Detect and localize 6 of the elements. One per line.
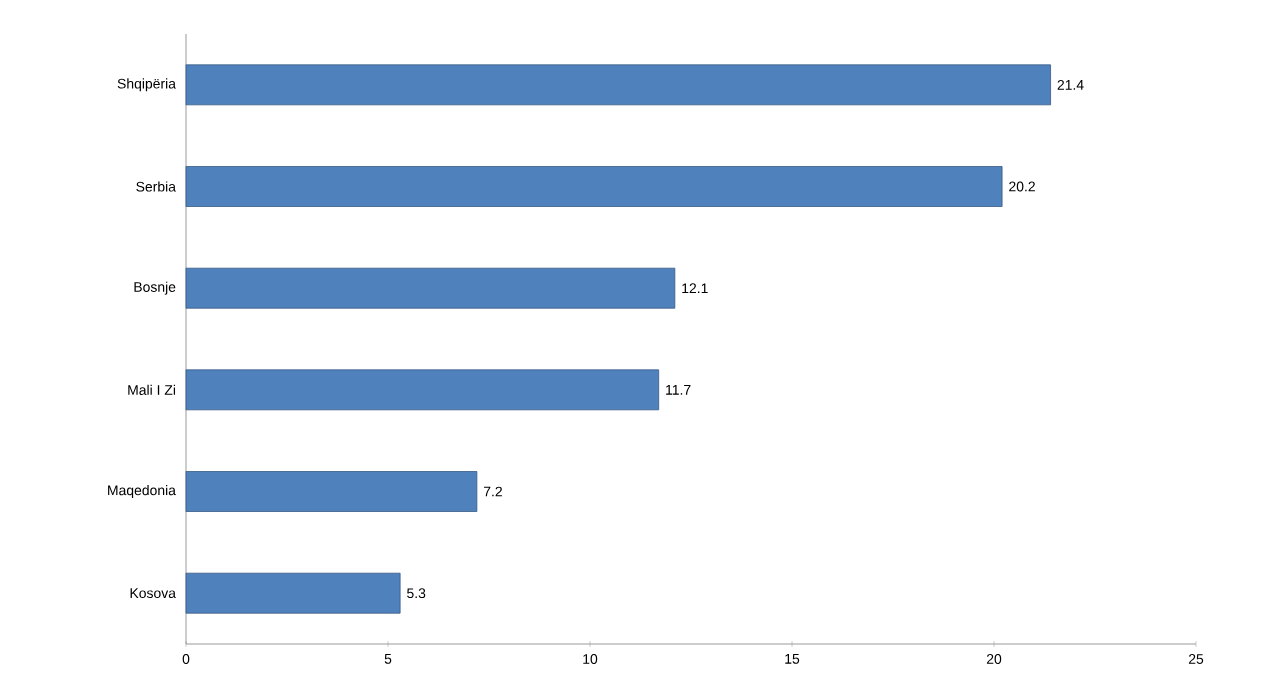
bar bbox=[185, 572, 401, 614]
bar bbox=[185, 166, 1003, 207]
bar bbox=[185, 64, 1051, 106]
bar bbox=[185, 267, 676, 309]
bar bbox=[185, 471, 478, 512]
bar bbox=[185, 369, 660, 411]
